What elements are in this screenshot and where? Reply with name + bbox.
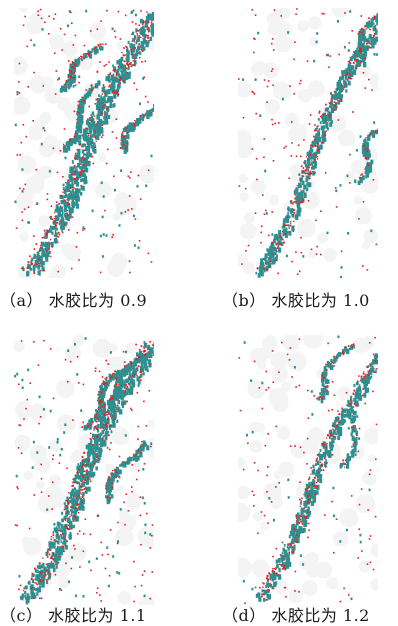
caption-b: （b） 水胶比为 1.0 xyxy=(222,287,370,311)
crack-pattern-image-d xyxy=(238,335,378,605)
crack-pattern-image-a xyxy=(14,8,154,278)
crack-pattern-image-c xyxy=(14,335,154,605)
caption-a: （a） 水胶比为 0.9 xyxy=(0,287,147,311)
crack-pattern-panel-b xyxy=(238,8,378,278)
caption-c: （c） 水胶比为 1.1 xyxy=(0,602,147,626)
crack-pattern-panel-c xyxy=(14,335,154,605)
crack-pattern-panel-a xyxy=(14,8,154,278)
caption-d: （d） 水胶比为 1.2 xyxy=(222,602,370,626)
crack-pattern-image-b xyxy=(238,8,378,278)
crack-pattern-panel-d xyxy=(238,335,378,605)
